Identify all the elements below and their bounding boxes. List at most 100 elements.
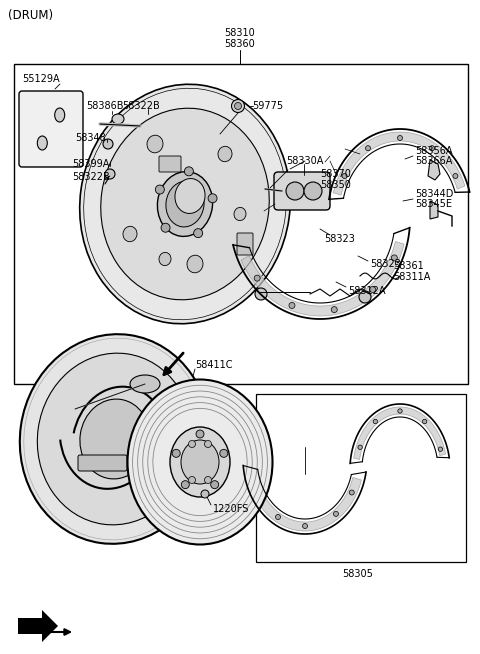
Text: 58386B: 58386B bbox=[86, 101, 123, 111]
Ellipse shape bbox=[80, 399, 150, 479]
Circle shape bbox=[204, 441, 212, 447]
Text: 58330A: 58330A bbox=[286, 156, 324, 166]
Ellipse shape bbox=[55, 108, 65, 122]
Circle shape bbox=[430, 146, 434, 150]
Text: 58323: 58323 bbox=[324, 234, 355, 244]
Circle shape bbox=[181, 481, 189, 489]
Ellipse shape bbox=[80, 84, 290, 324]
FancyBboxPatch shape bbox=[274, 172, 330, 210]
FancyBboxPatch shape bbox=[78, 455, 127, 471]
Text: 58356A: 58356A bbox=[415, 146, 453, 156]
Ellipse shape bbox=[112, 114, 124, 124]
Ellipse shape bbox=[234, 207, 246, 220]
Circle shape bbox=[302, 523, 308, 528]
Text: 58310: 58310 bbox=[225, 28, 255, 38]
Polygon shape bbox=[430, 201, 438, 219]
Circle shape bbox=[453, 173, 458, 179]
Text: (DRUM): (DRUM) bbox=[8, 10, 53, 22]
FancyBboxPatch shape bbox=[19, 91, 83, 167]
Text: 58411C: 58411C bbox=[195, 360, 232, 370]
Circle shape bbox=[172, 449, 180, 457]
Circle shape bbox=[211, 481, 219, 489]
Circle shape bbox=[304, 182, 322, 200]
Text: 1220FS: 1220FS bbox=[213, 504, 250, 514]
Circle shape bbox=[189, 441, 195, 447]
Circle shape bbox=[373, 419, 378, 424]
Ellipse shape bbox=[187, 255, 203, 273]
Polygon shape bbox=[354, 407, 445, 460]
Circle shape bbox=[438, 447, 443, 451]
Circle shape bbox=[161, 223, 170, 232]
Circle shape bbox=[422, 419, 427, 424]
Ellipse shape bbox=[101, 108, 269, 300]
Text: FR.: FR. bbox=[18, 619, 36, 629]
Text: 58366A: 58366A bbox=[415, 156, 452, 166]
Text: 58348: 58348 bbox=[75, 133, 106, 143]
Ellipse shape bbox=[157, 171, 213, 236]
Text: 58370: 58370 bbox=[320, 169, 351, 179]
Circle shape bbox=[289, 302, 295, 309]
Text: 58322B: 58322B bbox=[122, 101, 160, 111]
Circle shape bbox=[397, 135, 403, 141]
Bar bbox=[14, 64, 468, 384]
Ellipse shape bbox=[20, 334, 210, 544]
Circle shape bbox=[220, 449, 228, 457]
Text: 58311A: 58311A bbox=[393, 272, 431, 282]
Ellipse shape bbox=[175, 179, 205, 213]
Text: 58312A: 58312A bbox=[348, 286, 385, 296]
Text: 58345E: 58345E bbox=[415, 199, 452, 209]
Circle shape bbox=[370, 286, 376, 292]
Ellipse shape bbox=[235, 103, 241, 109]
Text: 58344D: 58344D bbox=[415, 189, 454, 199]
Circle shape bbox=[334, 511, 338, 517]
Text: 59775: 59775 bbox=[252, 101, 283, 111]
Text: 58305: 58305 bbox=[343, 569, 373, 579]
Text: 55129A: 55129A bbox=[22, 74, 60, 84]
Circle shape bbox=[331, 307, 337, 313]
Circle shape bbox=[342, 173, 347, 179]
Bar bbox=[256, 394, 466, 562]
Text: 58322B: 58322B bbox=[72, 172, 110, 182]
Ellipse shape bbox=[166, 181, 204, 227]
FancyBboxPatch shape bbox=[237, 233, 253, 255]
Circle shape bbox=[286, 182, 304, 200]
Circle shape bbox=[365, 146, 371, 150]
Circle shape bbox=[276, 515, 280, 519]
Ellipse shape bbox=[37, 136, 48, 150]
Circle shape bbox=[204, 477, 212, 483]
Ellipse shape bbox=[181, 440, 219, 484]
Text: 58323: 58323 bbox=[370, 259, 401, 269]
Ellipse shape bbox=[170, 427, 230, 497]
Ellipse shape bbox=[231, 99, 244, 112]
Circle shape bbox=[156, 185, 164, 194]
Polygon shape bbox=[428, 160, 440, 180]
Circle shape bbox=[359, 291, 371, 303]
Circle shape bbox=[105, 169, 115, 179]
Polygon shape bbox=[241, 241, 404, 316]
Ellipse shape bbox=[128, 379, 273, 545]
Text: 58360: 58360 bbox=[225, 39, 255, 49]
Circle shape bbox=[103, 139, 113, 149]
Text: 58399A: 58399A bbox=[72, 159, 109, 169]
Circle shape bbox=[201, 490, 209, 498]
Ellipse shape bbox=[123, 226, 137, 242]
Polygon shape bbox=[333, 132, 465, 195]
Circle shape bbox=[193, 229, 203, 237]
Polygon shape bbox=[18, 610, 58, 642]
Ellipse shape bbox=[218, 146, 232, 162]
Circle shape bbox=[255, 288, 267, 300]
Circle shape bbox=[254, 275, 260, 281]
Circle shape bbox=[256, 490, 261, 495]
Circle shape bbox=[358, 445, 362, 449]
FancyBboxPatch shape bbox=[159, 156, 181, 172]
Circle shape bbox=[184, 167, 193, 176]
Circle shape bbox=[189, 477, 195, 483]
Text: 58350: 58350 bbox=[320, 180, 351, 190]
Circle shape bbox=[208, 194, 217, 203]
Circle shape bbox=[349, 490, 354, 495]
Ellipse shape bbox=[159, 252, 171, 266]
Ellipse shape bbox=[130, 375, 160, 393]
Ellipse shape bbox=[147, 135, 163, 153]
Circle shape bbox=[196, 430, 204, 438]
Circle shape bbox=[398, 409, 402, 413]
